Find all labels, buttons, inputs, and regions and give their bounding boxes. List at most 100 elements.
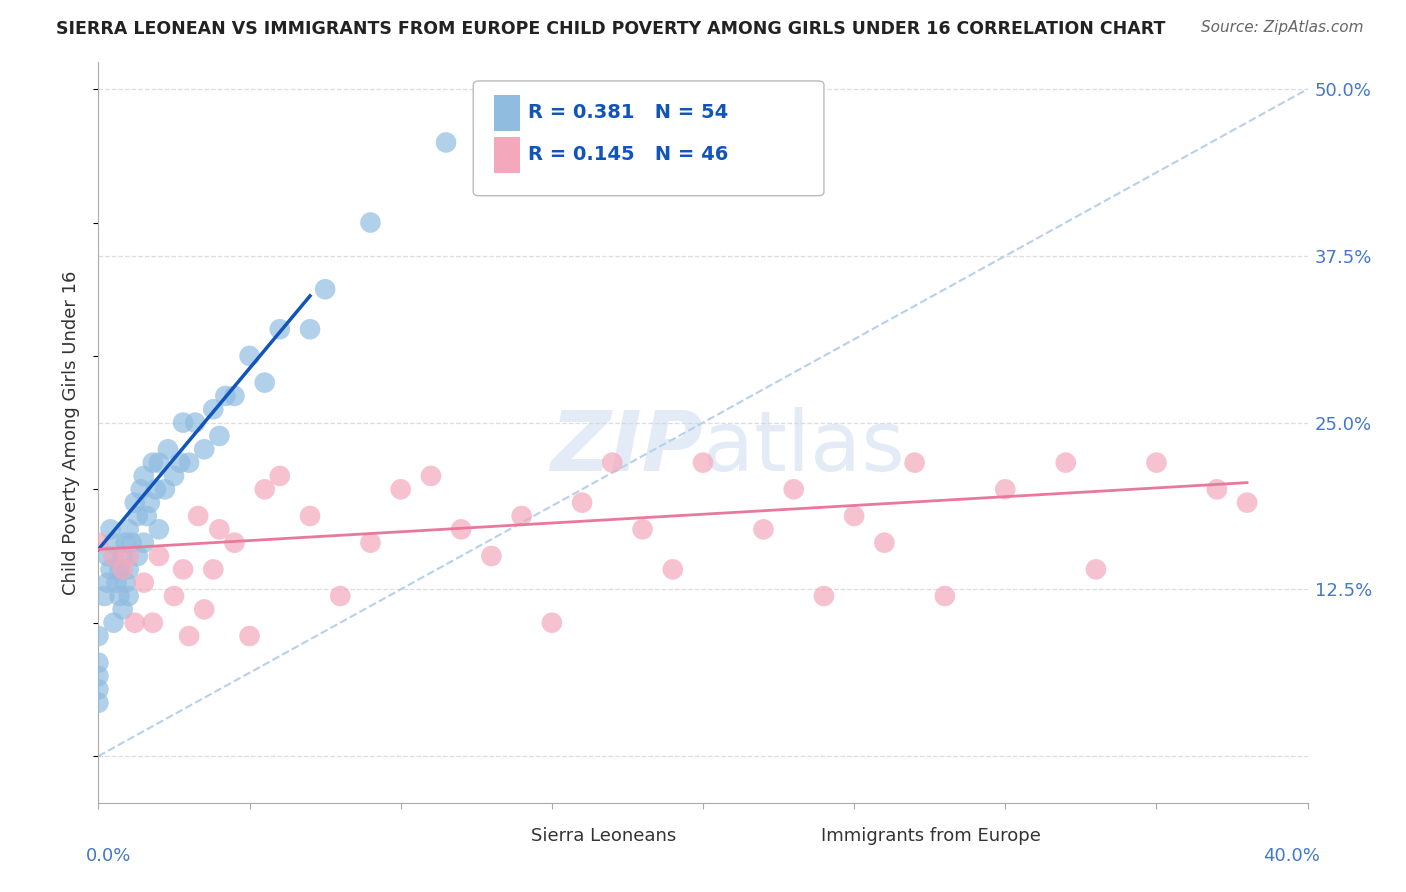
Point <box>108 562 131 576</box>
Point <box>994 483 1017 497</box>
Point <box>87 669 110 683</box>
Point <box>540 615 562 630</box>
Point <box>153 483 176 497</box>
Point <box>360 535 382 549</box>
Point <box>299 508 322 523</box>
Point <box>481 549 503 563</box>
Point <box>844 508 866 523</box>
Point <box>602 456 624 470</box>
Point <box>111 549 134 563</box>
Point <box>172 416 194 430</box>
Point <box>132 469 155 483</box>
Point <box>148 456 170 470</box>
Bar <box>787 823 810 844</box>
Point <box>129 483 152 497</box>
Point <box>87 682 110 697</box>
Point <box>253 483 276 497</box>
Point <box>124 615 146 630</box>
Point <box>163 589 186 603</box>
Point <box>124 496 146 510</box>
Point <box>420 469 443 483</box>
Point <box>156 442 179 457</box>
Point <box>103 549 125 563</box>
Point <box>904 456 927 470</box>
Text: Immigrants from Europe: Immigrants from Europe <box>821 827 1042 845</box>
Text: SIERRA LEONEAN VS IMMIGRANTS FROM EUROPE CHILD POVERTY AMONG GIRLS UNDER 16 CORR: SIERRA LEONEAN VS IMMIGRANTS FROM EUROPE… <box>56 20 1166 37</box>
Point <box>103 535 125 549</box>
Point <box>132 535 155 549</box>
Point <box>299 322 322 336</box>
Point <box>132 575 155 590</box>
Bar <box>498 823 519 844</box>
Point <box>127 508 149 523</box>
Point <box>239 629 262 643</box>
Point <box>214 389 236 403</box>
Text: 0.0%: 0.0% <box>86 847 132 865</box>
Point <box>661 562 683 576</box>
Point <box>135 508 157 523</box>
Point <box>127 549 149 563</box>
Point <box>96 575 118 590</box>
Point <box>87 535 110 549</box>
Text: atlas: atlas <box>703 407 904 488</box>
Point <box>193 442 215 457</box>
Point <box>873 535 896 549</box>
Point <box>1236 496 1258 510</box>
Point <box>163 469 186 483</box>
Point <box>121 535 143 549</box>
Point <box>87 696 110 710</box>
Point <box>118 522 141 536</box>
Point <box>108 589 131 603</box>
Text: 40.0%: 40.0% <box>1263 847 1320 865</box>
Point <box>193 602 215 616</box>
Point <box>269 469 291 483</box>
Point <box>142 615 165 630</box>
FancyBboxPatch shape <box>474 81 824 195</box>
Point <box>142 456 165 470</box>
Point <box>145 483 167 497</box>
Point <box>224 389 246 403</box>
Text: Source: ZipAtlas.com: Source: ZipAtlas.com <box>1201 20 1364 35</box>
Point <box>172 562 194 576</box>
Point <box>114 535 136 549</box>
Point <box>692 456 714 470</box>
Point <box>224 535 246 549</box>
Point <box>179 456 201 470</box>
Point <box>100 522 122 536</box>
Text: Sierra Leoneans: Sierra Leoneans <box>531 827 676 845</box>
Point <box>208 522 231 536</box>
Point <box>202 402 225 417</box>
Bar <box>494 95 520 130</box>
Y-axis label: Child Poverty Among Girls Under 16: Child Poverty Among Girls Under 16 <box>62 270 80 595</box>
Point <box>239 349 262 363</box>
Point <box>118 562 141 576</box>
Point <box>139 496 162 510</box>
Point <box>87 629 110 643</box>
Point <box>111 602 134 616</box>
Point <box>187 508 209 523</box>
Point <box>111 562 134 576</box>
Point <box>783 483 806 497</box>
Bar <box>494 137 520 173</box>
Text: R = 0.145   N = 46: R = 0.145 N = 46 <box>527 145 728 164</box>
Point <box>571 496 593 510</box>
Point <box>510 508 533 523</box>
Point <box>114 575 136 590</box>
Point <box>269 322 291 336</box>
Point <box>148 549 170 563</box>
Point <box>118 549 141 563</box>
Point <box>314 282 336 296</box>
Point <box>1054 456 1077 470</box>
Point <box>434 136 457 150</box>
Point <box>103 615 125 630</box>
Point <box>184 416 207 430</box>
Point <box>96 549 118 563</box>
Point <box>208 429 231 443</box>
Point <box>934 589 956 603</box>
Point <box>450 522 472 536</box>
Point <box>93 589 115 603</box>
Text: R = 0.381   N = 54: R = 0.381 N = 54 <box>527 103 728 122</box>
Point <box>360 215 382 229</box>
Point <box>105 575 128 590</box>
Point <box>148 522 170 536</box>
